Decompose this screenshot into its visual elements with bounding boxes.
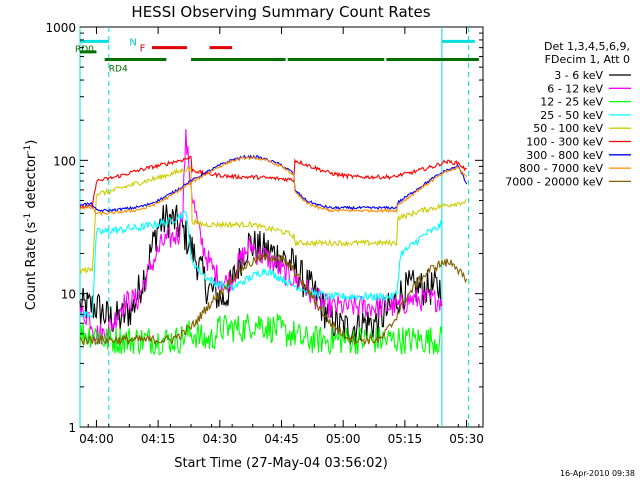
y-axis-title: Count Rate (s-1 detector-1) [23,140,39,311]
series-line [79,165,467,275]
legend: Det 1,3,4,5,6,9, FDecim 1, Att 0 3 - 6 k… [505,40,631,188]
chart-title: HESSI Observing Summary Count Rates [131,3,430,21]
y-tick-label: 1000 [45,21,76,35]
series-line [79,251,468,346]
y-tick-label: 100 [53,154,76,168]
series-line [79,154,468,213]
x-tick-label: 05:30 [449,432,484,446]
f-flag-label: F [140,44,146,55]
legend-label: 100 - 300 keV [526,136,603,149]
legend-label: 3 - 6 keV [554,69,603,82]
series-line [79,155,467,210]
y-tick-label: 1 [68,421,76,435]
x-tick-label: 04:30 [203,432,238,446]
series-line [79,156,468,216]
y-tick-label: 10 [61,288,76,302]
legend-label: 7000 - 20000 keV [505,175,603,188]
legend-label: 300 - 800 keV [526,149,603,162]
legend-label: 25 - 50 keV [540,109,603,122]
rd4-label: RD4 [109,65,128,75]
legend-label: 12 - 25 keV [540,96,603,109]
x-axis-title: Start Time (27-May-04 03:56:02) [174,456,388,471]
footer-timestamp: 16-Apr-2010 09:38 [560,469,635,478]
n-flag-label: N [129,37,136,48]
legend-label: 6 - 12 keV [547,82,603,95]
series-line [79,313,443,356]
legend-label: 800 - 7000 keV [519,162,603,175]
series-line [79,210,443,320]
legend-header-line-2: FDecim 1, Att 0 [545,53,630,66]
x-tick-label: 04:00 [79,432,114,446]
legend-header-line-1: Det 1,3,4,5,6,9, [544,40,630,53]
rd0-label: RD0 [75,45,94,55]
x-tick-label: 05:00 [326,432,361,446]
legend-label: 50 - 100 keV [533,122,603,135]
x-tick-label: 04:15 [141,432,176,446]
plot-frame [79,26,484,428]
x-tick-label: 04:45 [264,432,299,446]
plot-area: NF RD0 RD4 04:00 04:15 04:30 04:45 05:00 05:15 05… [45,21,483,446]
series-line [79,129,443,345]
x-tick-label: 05:15 [388,432,423,446]
